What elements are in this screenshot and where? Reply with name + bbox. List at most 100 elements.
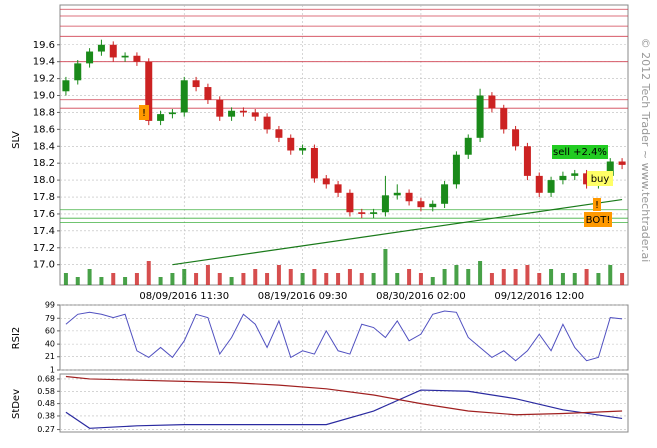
volume-bar — [276, 265, 281, 285]
x-tick-label: 09/12/2016 12:00 — [494, 291, 584, 302]
candle-body — [381, 195, 389, 213]
y-tick-label: 19.4 — [33, 57, 55, 68]
rsi-label: RSI2 — [11, 327, 22, 350]
y-tick-label: 0.58 — [37, 387, 55, 396]
volume-bar — [300, 273, 305, 285]
candle-body — [535, 175, 543, 193]
candle-body — [228, 110, 236, 117]
candle-body — [121, 55, 129, 58]
candle-body — [251, 112, 259, 117]
candle-body — [523, 146, 531, 176]
volume-bar — [194, 273, 199, 285]
volume-bar — [371, 273, 376, 285]
y-tick-label: 18.2 — [33, 158, 55, 169]
candle-body — [547, 180, 555, 193]
y-tick-label: 18.4 — [33, 141, 55, 152]
volume-bar — [489, 273, 494, 285]
volume-bar — [537, 273, 542, 285]
stdev-line — [65, 375, 623, 416]
y-tick-label: 0.48 — [37, 399, 55, 408]
candle-body — [157, 114, 165, 121]
volume-bar — [182, 269, 187, 285]
volume-bar — [430, 277, 435, 285]
x-tick-label: 08/09/2016 11:30 — [139, 291, 229, 302]
volume-bar — [454, 265, 459, 285]
volume-bar — [513, 269, 518, 285]
volume-bar — [407, 269, 412, 285]
volume-bar — [205, 265, 210, 285]
candle-body — [239, 110, 247, 113]
volume-bar — [288, 269, 293, 285]
volume-bar — [383, 249, 388, 285]
y-tick-label: 0.68 — [37, 374, 55, 383]
volume-bar — [560, 273, 565, 285]
y-axis-label: SLV — [11, 131, 22, 149]
y-tick-label: 17.4 — [33, 226, 55, 237]
annotation: sell +2.4% — [553, 147, 607, 158]
volume-bar — [229, 277, 234, 285]
volume-bar — [347, 269, 352, 285]
candle-body — [464, 137, 472, 155]
candle-body — [618, 161, 626, 165]
candle-body — [145, 61, 153, 121]
volume-bar — [265, 273, 270, 285]
candle-body — [287, 137, 295, 151]
annotation: ! — [142, 108, 146, 119]
volume-bar — [253, 269, 258, 285]
candle-body — [512, 129, 520, 147]
y-tick-label: 17.8 — [33, 192, 55, 203]
sell-box — [552, 145, 608, 159]
y-tick-label: 0.38 — [37, 411, 55, 420]
candle-body — [74, 63, 82, 81]
candle-body — [559, 175, 567, 181]
volume-bar — [466, 269, 471, 285]
volume-bar — [478, 261, 483, 285]
candle-body — [216, 99, 224, 117]
panel-frame — [59, 304, 629, 371]
y-tick-label: 0.27 — [37, 425, 55, 434]
y-tick-label: 40 — [45, 340, 55, 349]
volume-bar — [99, 277, 104, 285]
candle-body — [299, 147, 307, 151]
candle-body — [500, 108, 508, 130]
annotation: buy — [591, 174, 610, 185]
volume-bar — [63, 273, 68, 285]
trendline — [172, 198, 623, 266]
volume-bar — [336, 273, 341, 285]
volume-bar — [87, 269, 92, 285]
volume-bar — [75, 277, 80, 285]
candle-body — [133, 55, 141, 62]
panel-frame — [59, 4, 629, 286]
y-tick-label: 1 — [50, 366, 55, 375]
volume-bar — [146, 261, 151, 285]
volume-bar — [241, 273, 246, 285]
y-tick-label: 79 — [45, 314, 55, 323]
volume-bar — [217, 273, 222, 285]
volume-bar — [170, 273, 175, 285]
y-tick-label: 99 — [45, 301, 55, 310]
y-tick-label: 18.6 — [33, 124, 55, 135]
y-tick-label: 17.6 — [33, 209, 55, 220]
stdev-label: StDev — [11, 389, 22, 419]
candle-body — [334, 184, 342, 193]
volume-bar — [312, 269, 317, 285]
candle-body — [583, 173, 591, 185]
annotation: ! — [595, 200, 599, 211]
candle-body — [168, 112, 176, 115]
rsi-line — [65, 310, 623, 362]
candle-body — [571, 173, 579, 176]
volume-bar — [501, 269, 506, 285]
y-tick-label: 19.2 — [33, 74, 55, 85]
candle-body — [86, 51, 94, 64]
stdev-line — [65, 389, 623, 429]
candle-body — [322, 178, 330, 185]
volume-bar — [134, 273, 139, 285]
volume-bar — [395, 273, 400, 285]
candle-body — [310, 147, 318, 179]
candle-body — [109, 44, 117, 58]
buy-box — [587, 171, 613, 186]
panel-frame — [59, 373, 629, 433]
volume-bar — [111, 273, 116, 285]
